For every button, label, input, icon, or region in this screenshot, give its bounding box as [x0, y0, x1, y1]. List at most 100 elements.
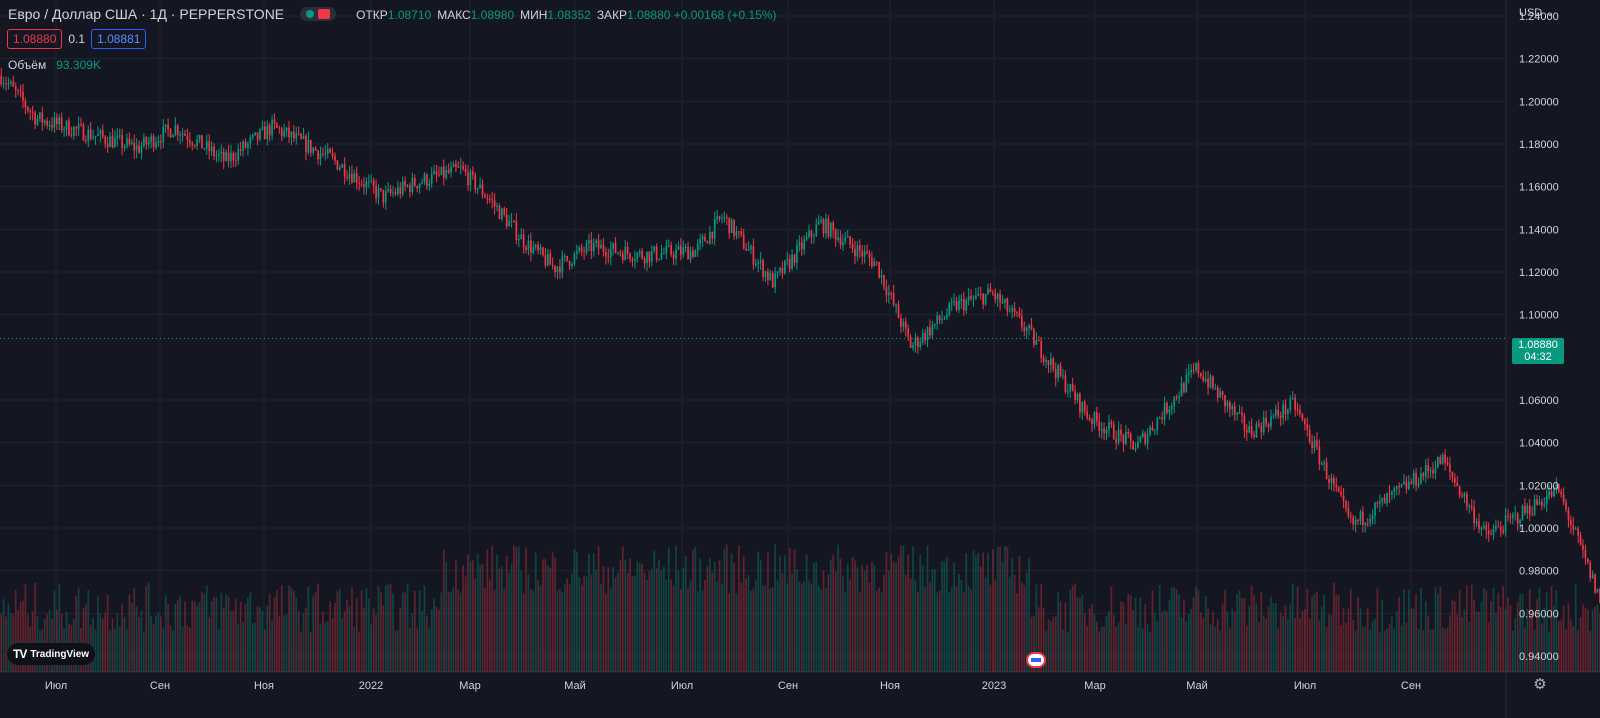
candle-body[interactable]	[372, 180, 375, 187]
candle-body[interactable]	[810, 230, 813, 237]
candle-body[interactable]	[1509, 516, 1512, 518]
candle-body[interactable]	[426, 174, 428, 186]
candle-body[interactable]	[237, 149, 240, 161]
candle-body[interactable]	[1243, 415, 1246, 430]
candle-body[interactable]	[1550, 491, 1553, 497]
candle-body[interactable]	[948, 303, 951, 315]
candle-body[interactable]	[1064, 375, 1067, 392]
candle-body[interactable]	[1088, 417, 1091, 421]
candle-body[interactable]	[486, 197, 489, 199]
candle-body[interactable]	[571, 264, 573, 266]
candle-body[interactable]	[1282, 404, 1284, 418]
candle-body[interactable]	[1154, 429, 1156, 431]
candle-body[interactable]	[709, 231, 711, 244]
candle-body[interactable]	[126, 138, 128, 147]
candle-body[interactable]	[1453, 477, 1456, 483]
candle-body[interactable]	[319, 153, 322, 160]
candle-body[interactable]	[1562, 494, 1565, 502]
candle-body[interactable]	[82, 124, 85, 141]
candle-body[interactable]	[1574, 528, 1577, 530]
candle-body[interactable]	[1420, 473, 1422, 484]
candle-body[interactable]	[92, 137, 94, 139]
candle-body[interactable]	[1209, 376, 1212, 388]
candle-body[interactable]	[1207, 379, 1209, 388]
candle-body[interactable]	[817, 222, 820, 225]
candle-body[interactable]	[1519, 520, 1521, 524]
candle-body[interactable]	[1560, 491, 1563, 495]
candle-body[interactable]	[1536, 499, 1538, 505]
candle-body[interactable]	[725, 216, 728, 218]
candle-body[interactable]	[701, 236, 704, 240]
candle-body[interactable]	[1037, 340, 1040, 342]
candle-body[interactable]	[271, 119, 273, 136]
candle-body[interactable]	[1098, 420, 1101, 431]
candle-body[interactable]	[875, 261, 878, 263]
candle-body[interactable]	[203, 148, 206, 150]
candle-body[interactable]	[1166, 403, 1168, 413]
candle-body[interactable]	[517, 238, 520, 241]
candle-body[interactable]	[459, 166, 462, 168]
candle-body[interactable]	[1146, 434, 1149, 444]
candle-body[interactable]	[133, 142, 136, 151]
candle-body[interactable]	[48, 125, 51, 127]
candle-body[interactable]	[1352, 517, 1355, 525]
candle-body[interactable]	[1410, 481, 1413, 484]
candle-body[interactable]	[1100, 428, 1103, 431]
candle-body[interactable]	[1125, 431, 1127, 444]
candle-body[interactable]	[31, 112, 34, 114]
candle-body[interactable]	[718, 216, 721, 219]
candle-body[interactable]	[793, 254, 796, 263]
candle-body[interactable]	[1376, 502, 1379, 504]
candle-body[interactable]	[827, 218, 830, 237]
candle-body[interactable]	[1541, 501, 1543, 506]
candle-body[interactable]	[767, 271, 769, 280]
candle-body[interactable]	[1170, 405, 1173, 410]
candle-body[interactable]	[672, 254, 675, 259]
candle-body[interactable]	[389, 188, 392, 194]
candle-body[interactable]	[858, 245, 861, 251]
candle-body[interactable]	[343, 164, 346, 178]
candle-body[interactable]	[842, 241, 844, 246]
candle-body[interactable]	[1277, 409, 1280, 416]
candle-body[interactable]	[950, 302, 953, 304]
candle-body[interactable]	[305, 136, 307, 153]
candle-body[interactable]	[302, 136, 305, 139]
candle-body[interactable]	[1093, 412, 1096, 425]
candle-body[interactable]	[1451, 471, 1454, 478]
candle-body[interactable]	[1306, 424, 1309, 430]
candle-body[interactable]	[1253, 435, 1255, 438]
candle-body[interactable]	[692, 250, 694, 257]
candle-body[interactable]	[1378, 501, 1381, 504]
candle-body[interactable]	[283, 130, 286, 137]
candle-body[interactable]	[822, 219, 825, 234]
candle-body[interactable]	[900, 317, 902, 327]
candle-body[interactable]	[491, 199, 494, 201]
candle-body[interactable]	[254, 132, 257, 135]
candle-body[interactable]	[595, 240, 598, 244]
candle-body[interactable]	[984, 293, 987, 305]
candle-body[interactable]	[926, 327, 929, 341]
candle-body[interactable]	[1180, 383, 1183, 397]
candle-body[interactable]	[1446, 462, 1449, 465]
candle-body[interactable]	[871, 257, 873, 267]
candle-body[interactable]	[1594, 574, 1596, 593]
candle-body[interactable]	[1458, 486, 1461, 496]
candle-body[interactable]	[1444, 454, 1446, 463]
candle-body[interactable]	[694, 250, 697, 257]
candle-body[interactable]	[776, 271, 779, 274]
candle-body[interactable]	[1391, 491, 1393, 495]
candle-body[interactable]	[829, 222, 832, 237]
candle-body[interactable]	[365, 181, 368, 188]
candle-body[interactable]	[738, 231, 740, 233]
candle-body[interactable]	[1250, 426, 1253, 436]
candle-body[interactable]	[1144, 433, 1147, 444]
candle-body[interactable]	[1083, 402, 1086, 412]
candle-body[interactable]	[89, 129, 92, 139]
candle-body[interactable]	[0, 75, 3, 85]
candle-body[interactable]	[1572, 525, 1575, 530]
candle-body[interactable]	[1545, 496, 1548, 505]
candle-body[interactable]	[965, 300, 968, 311]
candle-body[interactable]	[353, 173, 356, 183]
candle-body[interactable]	[471, 171, 474, 175]
candle-body[interactable]	[278, 127, 281, 129]
